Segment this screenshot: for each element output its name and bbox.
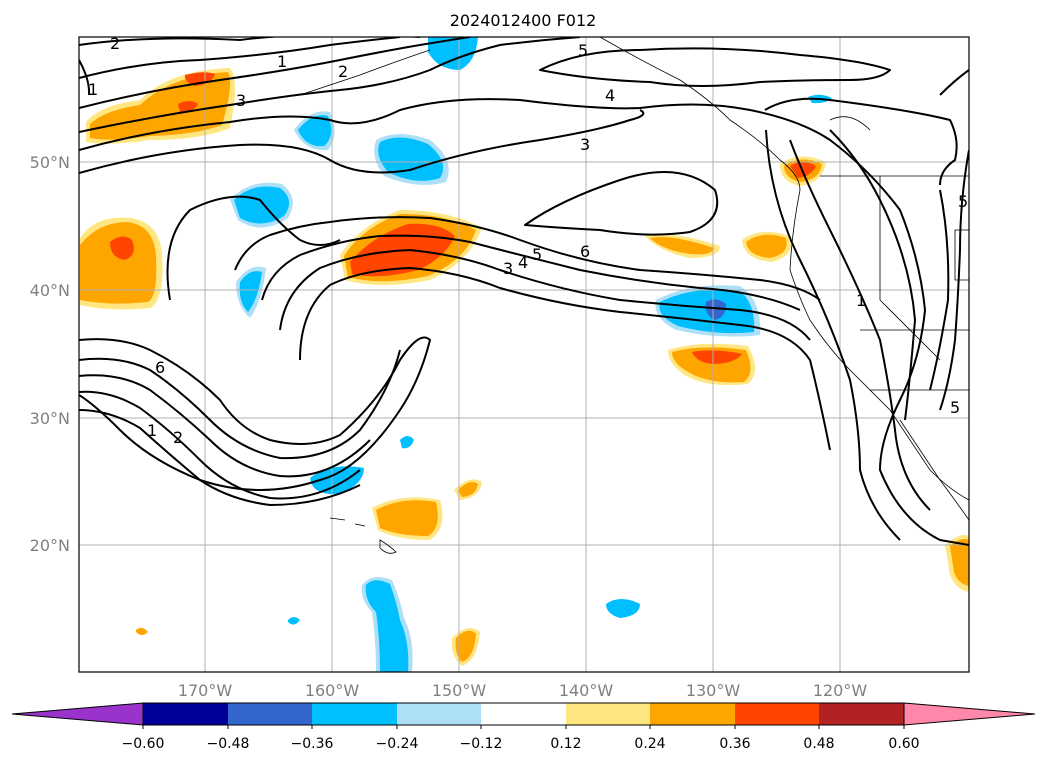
- colorbar-tick-label: −0.12: [460, 736, 503, 752]
- contour-label: 4: [518, 253, 528, 272]
- lon-labels: 170°W 160°W 150°W 140°W 130°W 120°W: [178, 681, 868, 700]
- contour-label: 2: [173, 428, 183, 447]
- contour-label: 5: [950, 398, 960, 417]
- colorbar-tick-label: −0.36: [291, 736, 334, 752]
- contour-label: 1: [856, 291, 866, 310]
- colorbar-bin: [228, 703, 312, 725]
- contour-label: 2: [338, 62, 348, 81]
- colorbar-tick-label: −0.60: [122, 736, 165, 752]
- map-title: 2024012400 F012: [450, 11, 597, 30]
- contour-label: 5: [958, 192, 968, 211]
- contour-label: 1: [147, 421, 157, 440]
- colorbar-bin: [566, 703, 650, 725]
- lat-labels: 50°N 40°N 30°N 20°N: [30, 153, 70, 555]
- colorbar-tick-label: 0.12: [550, 736, 581, 752]
- colorbar-tick-label: −0.24: [376, 736, 419, 752]
- lon-label: 140°W: [559, 681, 614, 700]
- map-frame: [78, 36, 970, 673]
- contour-label: 4: [605, 86, 615, 105]
- contour-label: 3: [580, 135, 590, 154]
- lat-label: 20°N: [30, 536, 70, 555]
- contour-label: 5: [532, 245, 542, 264]
- lat-label: 30°N: [30, 409, 70, 428]
- colorbar-tick-label: 0.24: [634, 736, 665, 752]
- lon-label: 150°W: [432, 681, 487, 700]
- lon-label: 160°W: [305, 681, 360, 700]
- contour-label: 3: [236, 91, 246, 110]
- contours: [79, 37, 969, 546]
- contour-label: 5: [578, 41, 588, 60]
- contour-label: 2: [110, 34, 120, 53]
- colorbar-tick-label: 0.36: [719, 736, 750, 752]
- colorbar-bin: [650, 703, 735, 725]
- colorbar-bin: [397, 703, 481, 725]
- contour-label: 6: [580, 242, 590, 261]
- colorbar-tick-label: 0.48: [803, 736, 834, 752]
- lon-label: 120°W: [813, 681, 868, 700]
- contour-label: 3: [503, 259, 513, 278]
- colorbar-bin: [735, 703, 819, 725]
- lon-label: 170°W: [178, 681, 233, 700]
- colorbar-bin: [143, 703, 228, 725]
- colorbar-bin: [819, 703, 904, 725]
- colorbar-bin: [481, 703, 566, 725]
- map-area: 2 1 2 1 3 5 4 3 5 4 3 6 6 1 2 1 5 5: [79, 34, 969, 672]
- lat-label: 40°N: [30, 281, 70, 300]
- lon-label: 130°W: [686, 681, 741, 700]
- graticule: [79, 37, 969, 672]
- contour-label: 1: [277, 52, 287, 71]
- contour-label: 6: [155, 358, 165, 377]
- colorbar-tick-label: 0.60: [888, 736, 919, 752]
- colorbar-tick-label: −0.48: [207, 736, 250, 752]
- colorbar-bin: [312, 703, 397, 725]
- lat-label: 50°N: [30, 153, 70, 172]
- contour-labels: 2 1 2 1 3 5 4 3 5 4 3 6 6 1 2 1 5 5: [88, 34, 968, 447]
- colorbar-extend-min: [11, 702, 144, 726]
- colorbar-extend-max: [903, 702, 1036, 726]
- contour-label: 1: [88, 80, 98, 99]
- colorbar-ticks: [142, 725, 905, 729]
- colorbar: −0.60 −0.48 −0.36 −0.24 −0.12 0.12 0.24 …: [11, 702, 1036, 752]
